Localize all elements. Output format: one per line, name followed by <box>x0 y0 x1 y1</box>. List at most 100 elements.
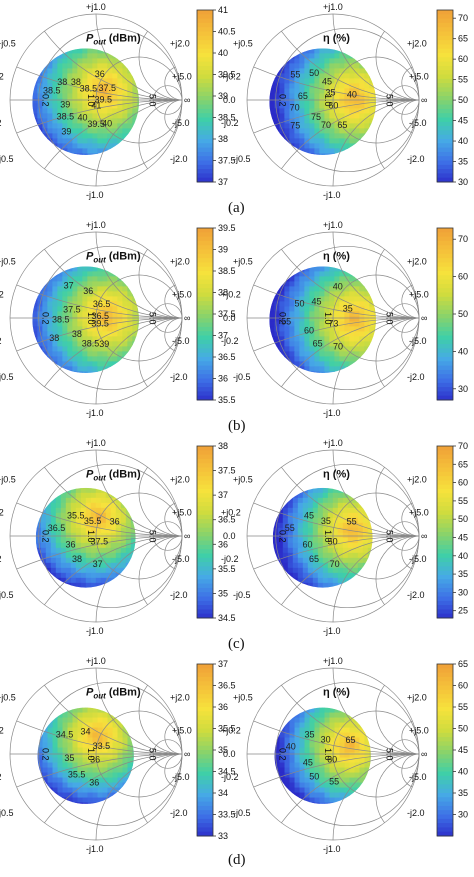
smith-label-bottom-left: -j0.5 <box>0 808 14 818</box>
heatmap-cell <box>72 306 78 312</box>
heatmap-cell <box>97 301 103 307</box>
heatmap-cell <box>77 281 83 287</box>
heatmap-cell <box>282 517 289 524</box>
heatmap-cell <box>367 487 373 494</box>
colorbar-band <box>437 53 453 58</box>
heatmap-cell <box>67 707 74 714</box>
heatmap-cell <box>344 316 350 322</box>
heatmap-cell <box>354 722 361 729</box>
heatmap-cell <box>317 522 324 529</box>
smith-label-top: +j1.0 <box>323 656 343 666</box>
heatmap-cell <box>274 123 280 129</box>
heatmap-cell <box>299 727 306 734</box>
heatmap-cell <box>292 557 299 564</box>
heatmap-cell <box>334 777 341 784</box>
heatmap-cell <box>314 93 320 99</box>
heatmap-cell <box>117 148 123 154</box>
heatmap-cell <box>85 497 92 504</box>
heatmap-cell <box>127 717 134 724</box>
heatmap-cell <box>77 286 83 292</box>
heatmap-cell <box>57 767 64 774</box>
heatmap-cell <box>329 366 335 372</box>
colorbar-band <box>437 44 453 50</box>
reactance-arc <box>253 99 420 134</box>
smith-label-real-1: 0.2 <box>41 530 51 543</box>
heatmap-cell <box>120 537 127 544</box>
heatmap-cell <box>304 361 310 367</box>
heatmap-cell <box>70 582 77 588</box>
heatmap-cell <box>37 371 43 374</box>
heatmap-cell <box>369 777 371 784</box>
heatmap-cell <box>82 787 89 794</box>
heatmap-cell <box>274 371 280 374</box>
heatmap-cell <box>57 747 64 754</box>
heatmap-cell <box>344 108 350 114</box>
heatmap-cell <box>37 88 43 94</box>
heatmap-cell <box>284 777 291 784</box>
heatmap-cell <box>342 567 349 574</box>
heatmap-cell <box>292 562 299 569</box>
heatmap-cell <box>344 326 350 332</box>
smith-grid <box>9 231 183 405</box>
heatmap-cell <box>364 351 370 357</box>
heatmap-cell <box>299 311 305 317</box>
heatmap-cell <box>354 286 360 292</box>
heatmap-cell <box>364 717 371 724</box>
colorbar-band <box>437 698 453 704</box>
heatmap-cell <box>127 306 133 312</box>
heatmap-cell <box>324 311 330 317</box>
heatmap-cell <box>72 772 79 779</box>
heatmap-cell <box>82 802 89 804</box>
heatmap-cell <box>130 572 136 579</box>
heatmap-cell <box>115 547 122 554</box>
heatmap-cell <box>319 802 326 804</box>
colorbar-tick-label: 70 <box>458 441 468 451</box>
heatmap-cell <box>369 792 371 799</box>
heatmap-cell <box>125 512 132 519</box>
heatmap-cell <box>274 737 281 744</box>
smith-label-real-inf: ∞ <box>421 531 427 541</box>
heatmap-cell <box>314 98 320 104</box>
heatmap-cell <box>127 356 133 362</box>
heatmap-cell <box>284 732 291 739</box>
heatmap-cell <box>274 341 280 347</box>
colorbar-tick-label: 35 <box>458 157 468 167</box>
heatmap-cell <box>97 58 103 64</box>
heatmap-cell <box>304 346 310 352</box>
heatmap-cell <box>47 727 54 734</box>
heatmap-cell <box>324 291 330 297</box>
heatmap-cell <box>117 271 123 277</box>
heatmap-cell <box>304 712 311 719</box>
reactance-arc <box>281 684 420 755</box>
heatmap-cell <box>62 747 69 754</box>
heatmap-cell <box>277 512 284 519</box>
heatmap-cell <box>122 351 128 357</box>
heatmap-cell <box>369 143 375 149</box>
heatmap-cell <box>77 271 83 277</box>
heatmap-cell <box>70 517 77 524</box>
heatmap-cell <box>100 547 107 554</box>
colorbar-band <box>197 596 213 602</box>
heatmap-cell <box>70 497 77 504</box>
reactance-arc <box>44 30 183 101</box>
colorbar-band <box>197 471 213 477</box>
heatmap-cell <box>292 502 299 509</box>
heatmap-cell <box>92 133 98 139</box>
heatmap-cell <box>364 63 370 69</box>
heatmap-cell <box>40 557 47 564</box>
colorbar-band <box>197 357 213 362</box>
heatmap-cell <box>115 557 122 564</box>
colorbar-band <box>197 805 213 811</box>
colorbar-band <box>437 35 453 41</box>
heatmap-cell <box>117 103 123 109</box>
heatmap-cell <box>339 792 346 799</box>
heatmap-cell <box>302 572 309 579</box>
smith-chart-a-eta: +j1.0-j1.0+j0.5 +j2.0+j0.2 +j5.00.0 ∞-j0.2-… <box>221 2 468 200</box>
heatmap-cell <box>284 722 291 729</box>
heatmap-cell <box>107 48 113 54</box>
heatmap-cell <box>102 732 109 739</box>
heatmap-cell <box>359 53 365 59</box>
resistance-circle <box>152 85 183 115</box>
heatmap-cell <box>329 78 335 84</box>
heatmap-cell <box>364 787 371 794</box>
